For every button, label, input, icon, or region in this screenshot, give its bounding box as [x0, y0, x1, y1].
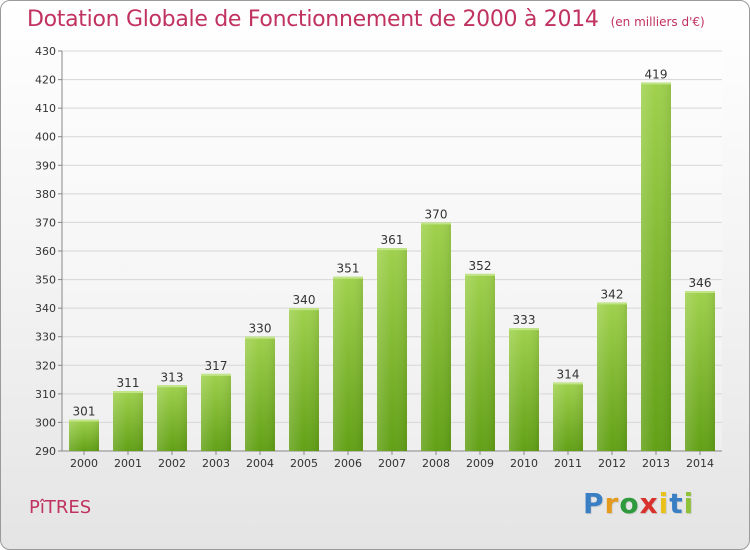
y-tick-label: 300: [35, 416, 56, 429]
bar-top-highlight: [333, 276, 363, 279]
y-tick-label: 350: [35, 274, 56, 287]
bar-shade: [245, 336, 275, 451]
bar-shade: [597, 302, 627, 451]
data-label: 333: [513, 313, 536, 327]
bar-top-highlight: [201, 373, 231, 376]
bar-shade: [553, 382, 583, 451]
y-tick-label: 290: [35, 445, 56, 458]
bar-top-highlight: [641, 82, 671, 85]
bar-shade: [509, 328, 539, 451]
logo-letter: x: [639, 487, 659, 520]
data-label: 317: [205, 359, 228, 373]
bar-top-highlight: [157, 385, 187, 388]
chart-title: Dotation Globale de Fonctionnement de 20…: [27, 7, 705, 32]
y-tick-label: 340: [35, 302, 56, 315]
y-tick-label: 390: [35, 159, 56, 172]
data-label: 313: [161, 370, 184, 384]
x-tick-label: 2000: [70, 457, 98, 470]
y-tick-label: 310: [35, 388, 56, 401]
x-tick-label: 2012: [598, 457, 626, 470]
bar-shade: [377, 248, 407, 451]
logo-letter: r: [604, 487, 620, 520]
bar-shade: [421, 222, 451, 451]
commune-name: PîTRES: [29, 497, 92, 518]
bar-top-highlight: [553, 382, 583, 385]
bar-top-highlight: [421, 222, 451, 225]
bar-top-highlight: [245, 336, 275, 339]
bar-top-highlight: [377, 248, 407, 251]
x-tick-label: 2009: [466, 457, 494, 470]
bar-shade: [157, 385, 187, 451]
x-tick-label: 2006: [334, 457, 362, 470]
bar-top-highlight: [685, 291, 715, 293]
data-label: 342: [601, 287, 624, 301]
data-label: 352: [469, 259, 492, 273]
bar-top-highlight: [289, 308, 319, 311]
bar-shade: [333, 276, 363, 451]
data-label: 330: [249, 322, 272, 336]
bar-top-highlight: [69, 419, 99, 422]
x-tick-label: 2003: [202, 457, 230, 470]
bar-shade: [685, 291, 715, 451]
x-tick-label: 2002: [158, 457, 186, 470]
logo-letter: i: [658, 487, 670, 520]
logo-letter: P: [583, 487, 605, 520]
bar-shade: [641, 82, 671, 451]
y-tick-label: 330: [35, 331, 56, 344]
bar-shade: [465, 273, 495, 451]
x-tick-label: 2007: [378, 457, 406, 470]
y-tick-label: 400: [35, 131, 56, 144]
logo-letter: t: [669, 487, 684, 520]
bar-top-highlight: [509, 328, 539, 331]
bar-top-highlight: [465, 273, 495, 276]
bar-top-highlight: [113, 391, 143, 393]
chart-subtitle: (en milliers d'€): [610, 15, 705, 29]
data-label: 419: [645, 67, 668, 81]
bar-shade: [69, 419, 99, 451]
y-tick-label: 360: [35, 245, 56, 258]
bar-top-highlight: [597, 302, 627, 305]
data-label: 311: [117, 376, 140, 390]
y-tick-label: 410: [35, 102, 56, 115]
data-label: 370: [425, 207, 448, 221]
data-label: 301: [73, 405, 96, 419]
data-label: 346: [689, 276, 712, 290]
y-tick-label: 380: [35, 188, 56, 201]
bar-shade: [201, 373, 231, 451]
data-label: 340: [293, 293, 316, 307]
data-label: 351: [337, 262, 360, 276]
bar-shade: [289, 308, 319, 451]
y-tick-label: 370: [35, 216, 56, 229]
x-tick-label: 2001: [114, 457, 142, 470]
x-tick-label: 2014: [686, 457, 714, 470]
y-tick-label: 320: [35, 359, 56, 372]
x-tick-label: 2013: [642, 457, 670, 470]
data-label: 361: [381, 233, 404, 247]
y-tick-label: 420: [35, 74, 56, 87]
x-tick-label: 2011: [554, 457, 582, 470]
x-tick-label: 2005: [290, 457, 318, 470]
y-tick-label: 430: [35, 45, 56, 58]
chart-title-text: Dotation Globale de Fonctionnement de 20…: [27, 7, 599, 32]
x-tick-label: 2010: [510, 457, 538, 470]
x-tick-label: 2004: [246, 457, 274, 470]
logo-letter: o: [619, 487, 640, 520]
bar-shade: [113, 391, 143, 451]
data-label: 314: [557, 367, 580, 381]
x-tick-label: 2008: [422, 457, 450, 470]
proxiti-logo: Proxiti: [583, 487, 694, 520]
logo-letter: i: [683, 487, 695, 520]
